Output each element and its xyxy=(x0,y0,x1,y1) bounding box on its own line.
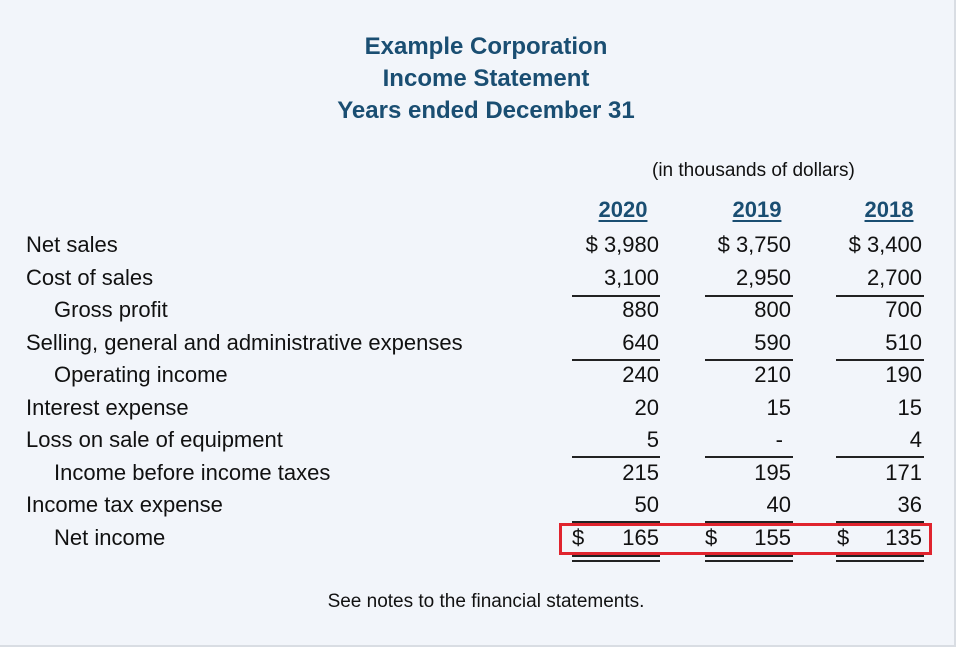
cell-net-sales-2020: $ 3,980 xyxy=(585,232,659,257)
subtotal-rule xyxy=(836,359,924,361)
cell-income-before-taxes-2018: 171 xyxy=(885,460,922,485)
subtotal-rule xyxy=(572,521,660,523)
currency-symbol-2018: $ xyxy=(837,525,850,550)
statement-title: Income Statement xyxy=(382,65,590,92)
subtotal-rule xyxy=(572,456,660,458)
cell-income-before-taxes-2019: 195 xyxy=(754,460,791,485)
cell-net-income-2019: 155 xyxy=(754,525,791,550)
row-label-sga-expenses: Selling, general and administrative expe… xyxy=(26,330,463,355)
currency-symbol-2020: $ xyxy=(572,525,585,550)
cell-net-sales-2018: $ 3,400 xyxy=(848,232,922,257)
statement-period: Years ended December 31 xyxy=(337,97,635,124)
subtotal-rule xyxy=(572,359,660,361)
units-note: (in thousands of dollars) xyxy=(652,160,855,181)
subtotal-rule xyxy=(705,521,793,523)
cell-sga-2019: 590 xyxy=(754,330,791,355)
row-label-interest-expense: Interest expense xyxy=(26,395,189,420)
cell-loss-on-sale-2019: - xyxy=(775,427,783,452)
total-double-rule xyxy=(705,555,793,562)
footnote: See notes to the financial statements. xyxy=(327,591,645,612)
cell-gross-profit-2020: 880 xyxy=(622,297,659,322)
year-header-2020: 2020 xyxy=(598,197,648,222)
year-header-2018: 2018 xyxy=(864,197,914,222)
subtotal-rule xyxy=(705,295,793,297)
cell-income-before-taxes-2020: 215 xyxy=(622,460,659,485)
subtotal-rule xyxy=(705,456,793,458)
row-label-income-tax-expense: Income tax expense xyxy=(26,492,223,517)
cell-operating-income-2018: 190 xyxy=(885,362,922,387)
cell-cost-of-sales-2018: 2,700 xyxy=(866,265,922,290)
cell-interest-expense-2020: 20 xyxy=(634,395,659,420)
subtotal-rule xyxy=(705,359,793,361)
cell-loss-on-sale-2020: 5 xyxy=(646,427,659,452)
currency-symbol-2019: $ xyxy=(705,525,718,550)
total-double-rule xyxy=(836,555,924,562)
subtotal-rule xyxy=(836,295,924,297)
row-label-operating-income: Operating income xyxy=(54,362,228,387)
cell-interest-expense-2019: 15 xyxy=(766,395,791,420)
company-name: Example Corporation xyxy=(364,33,608,60)
cell-sga-2020: 640 xyxy=(622,330,659,355)
cell-operating-income-2019: 210 xyxy=(754,362,791,387)
row-label-income-before-taxes: Income before income taxes xyxy=(54,460,331,485)
cell-income-tax-2018: 36 xyxy=(897,492,922,517)
row-label-gross-profit: Gross profit xyxy=(54,297,168,322)
cell-interest-expense-2018: 15 xyxy=(897,395,922,420)
cell-cost-of-sales-2020: 3,100 xyxy=(603,265,659,290)
year-header-2019: 2019 xyxy=(732,197,782,222)
cell-gross-profit-2018: 700 xyxy=(885,297,922,322)
cell-net-income-2020: 165 xyxy=(622,525,659,550)
cell-income-tax-2019: 40 xyxy=(766,492,791,517)
row-label-net-income: Net income xyxy=(54,525,166,550)
cell-net-sales-2019: $ 3,750 xyxy=(717,232,791,257)
subtotal-rule xyxy=(836,456,924,458)
net-income-highlight-box xyxy=(559,523,932,555)
cell-operating-income-2020: 240 xyxy=(622,362,659,387)
row-label-cost-of-sales: Cost of sales xyxy=(26,265,154,290)
subtotal-rule xyxy=(572,295,660,297)
total-double-rule xyxy=(572,555,660,562)
cell-income-tax-2020: 50 xyxy=(634,492,659,517)
row-label-loss-on-sale: Loss on sale of equipment xyxy=(26,427,283,452)
cell-sga-2018: 510 xyxy=(885,330,922,355)
cell-gross-profit-2019: 800 xyxy=(754,297,791,322)
cell-cost-of-sales-2019: 2,950 xyxy=(735,265,791,290)
cell-net-income-2018: 135 xyxy=(885,525,922,550)
subtotal-rule xyxy=(836,521,924,523)
cell-loss-on-sale-2018: 4 xyxy=(909,427,922,452)
row-label-net-sales: Net sales xyxy=(26,232,118,257)
